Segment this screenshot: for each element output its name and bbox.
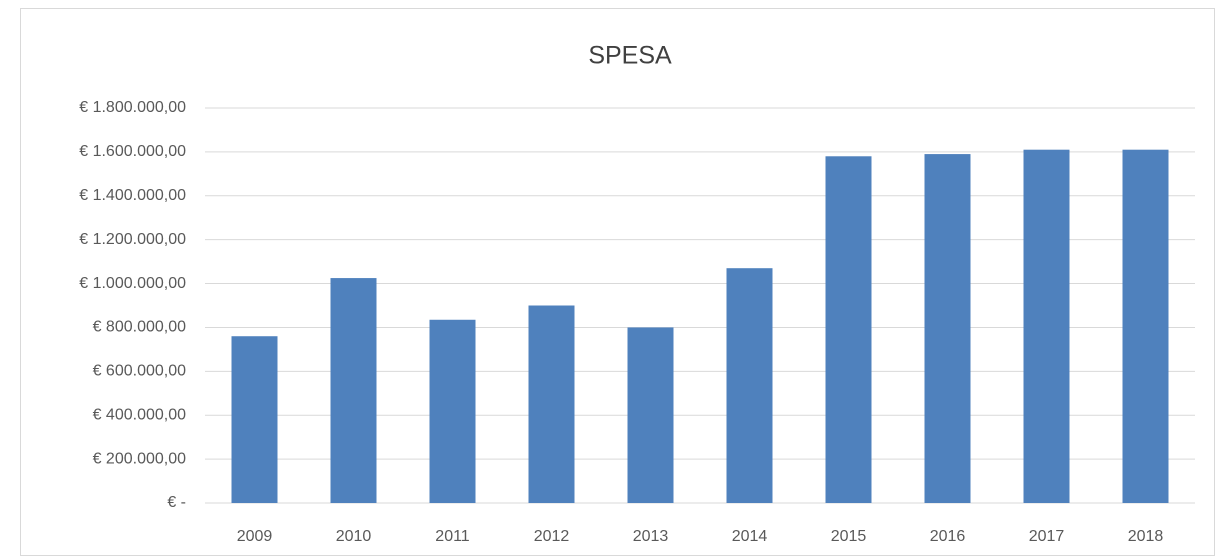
chart-title: SPESA (588, 42, 672, 70)
x-tick-label: 2010 (336, 528, 372, 545)
y-tick-label: € 600.000,00 (93, 363, 187, 380)
bar (1122, 149, 1169, 503)
y-tick-label: € 1.000.000,00 (79, 275, 186, 292)
x-tick-label: 2013 (633, 528, 669, 545)
bar (627, 327, 674, 503)
bar (726, 268, 773, 503)
x-tick-label: 2017 (1029, 528, 1065, 545)
y-tick-label: € 1.600.000,00 (79, 143, 186, 160)
y-tick-label: € 1.800.000,00 (79, 99, 186, 116)
x-tick-label: 2009 (237, 528, 273, 545)
bar (231, 336, 278, 503)
bar (330, 278, 377, 503)
x-tick-label: 2011 (435, 528, 470, 545)
y-tick-label: € - (167, 494, 186, 511)
x-tick-label: 2014 (732, 528, 768, 545)
bar (924, 154, 971, 504)
x-tick-label: 2012 (534, 528, 570, 545)
y-tick-label: € 1.400.000,00 (79, 187, 186, 204)
bar (528, 305, 575, 503)
y-tick-label: € 400.000,00 (93, 406, 187, 423)
x-tick-label: 2015 (831, 528, 867, 545)
bar (1023, 149, 1070, 503)
y-tick-label: € 200.000,00 (93, 450, 187, 467)
x-tick-label: 2016 (930, 528, 966, 545)
x-tick-label: 2018 (1128, 528, 1164, 545)
chart-frame (20, 8, 1215, 556)
bar (825, 156, 872, 503)
y-tick-label: € 800.000,00 (93, 319, 187, 336)
y-tick-label: € 1.200.000,00 (79, 231, 186, 248)
bar (429, 319, 476, 503)
